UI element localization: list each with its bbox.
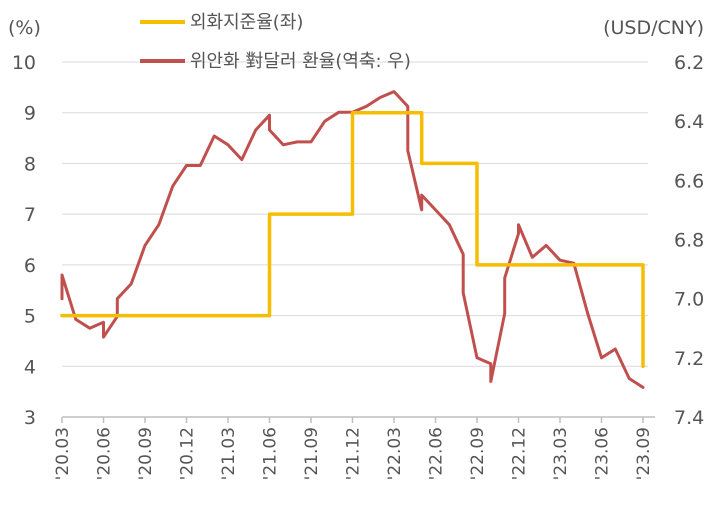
right-tick-label: 7.4 — [674, 407, 704, 429]
x-tick-label: '21.12 — [344, 427, 364, 480]
left-tick-label: 6 — [24, 255, 36, 277]
series-line-cny-rate — [60, 90, 645, 389]
x-tick-label: '23.06 — [593, 427, 613, 480]
left-axis-tick-labels: 3 4 5 6 7 8 9 10 — [12, 52, 36, 429]
right-tick-label: 6.8 — [674, 230, 704, 252]
x-tick-label: '23.09 — [634, 427, 654, 480]
right-axis-unit: (USD/CNY) — [603, 17, 704, 39]
x-tick-label: '22.06 — [427, 427, 447, 480]
series-layer — [60, 90, 645, 389]
x-tick-label: '21.03 — [219, 427, 239, 480]
right-axis-tick-labels: 6.2 6.4 6.6 6.8 7.0 7.2 7.4 — [674, 52, 704, 429]
x-axis-tick-marks — [61, 417, 644, 423]
x-tick-label: '22.09 — [468, 427, 488, 480]
right-tick-label: 6.6 — [674, 170, 704, 192]
gridlines — [62, 61, 648, 367]
x-tick-label: '21.09 — [302, 427, 322, 480]
legend-label-reserve-ratio: 외화지준율(좌) — [190, 12, 303, 33]
x-tick-label: '22.12 — [510, 427, 530, 480]
left-tick-label: 5 — [24, 306, 36, 328]
left-tick-label: 3 — [24, 407, 36, 429]
x-tick-label: '20.06 — [95, 427, 115, 480]
x-tick-label: '23.03 — [551, 427, 571, 480]
left-axis-unit: (%) — [8, 17, 41, 39]
right-tick-label: 7.2 — [674, 348, 704, 370]
x-tick-label: '22.03 — [385, 427, 405, 480]
right-tick-label: 6.4 — [674, 111, 704, 133]
series-line-reserve-ratio — [60, 110, 645, 369]
x-tick-label: '20.12 — [178, 427, 198, 480]
x-axis-tick-labels: '20.03 '20.06 '20.09 '20.12 '21.03 '21.06 '21.… — [53, 427, 654, 480]
legend-label-cny-rate: 위안화 對달러 환율(역축: 우) — [190, 51, 411, 72]
x-tick-label: '20.09 — [136, 427, 156, 480]
right-tick-label: 7.0 — [674, 289, 704, 311]
legend: 외화지준율(좌) 위안화 對달러 환율(역축: 우) — [140, 12, 411, 72]
left-tick-label: 7 — [24, 204, 36, 226]
left-tick-label: 9 — [24, 103, 36, 125]
left-tick-label: 8 — [24, 153, 36, 175]
x-tick-label: '20.03 — [53, 427, 73, 480]
right-tick-label: 6.2 — [674, 52, 704, 74]
x-tick-label: '21.06 — [261, 427, 281, 480]
left-tick-label: 10 — [12, 52, 36, 74]
left-tick-label: 4 — [24, 356, 36, 378]
